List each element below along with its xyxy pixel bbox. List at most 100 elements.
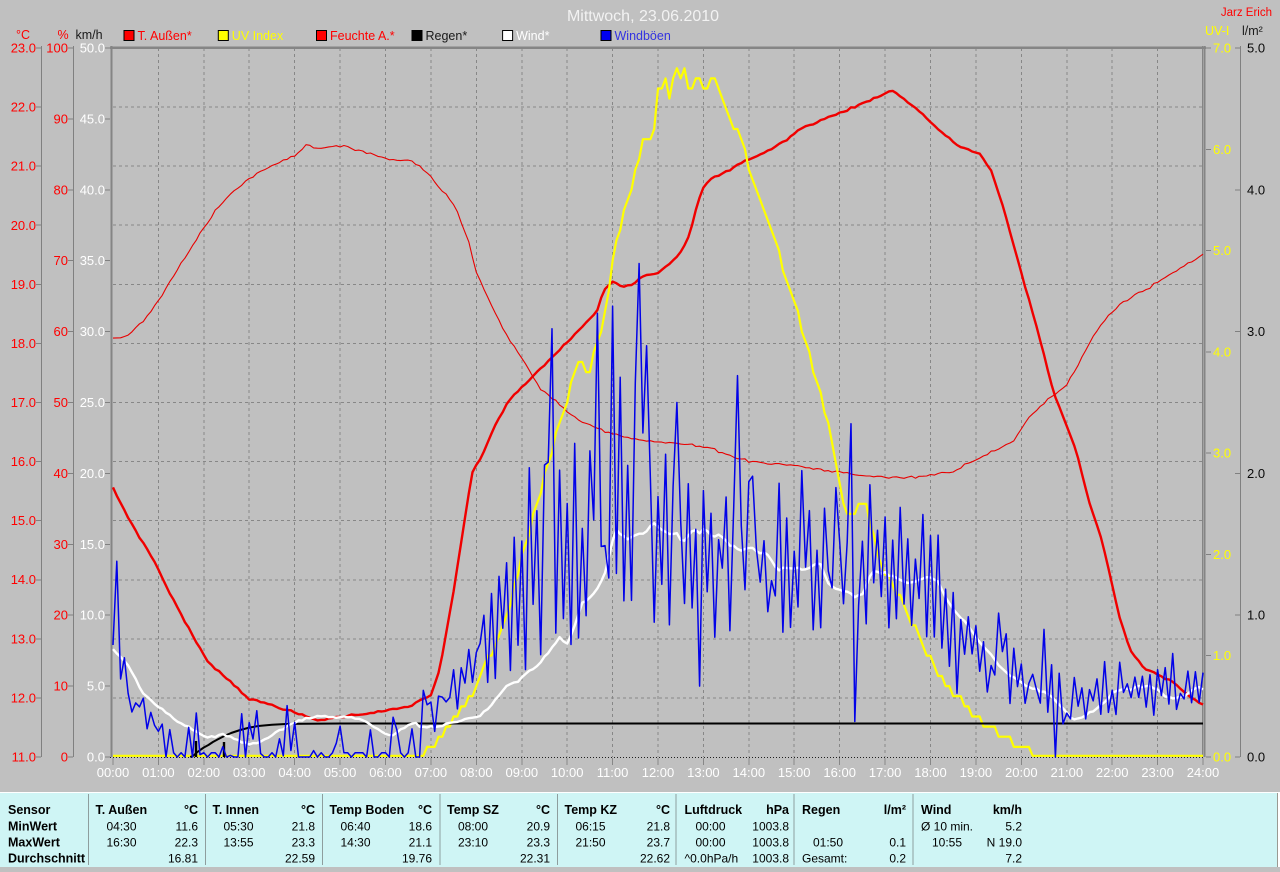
svg-text:23:10: 23:10 — [458, 836, 488, 850]
svg-text:23.7: 23.7 — [647, 836, 671, 850]
svg-text:19.0: 19.0 — [11, 277, 36, 292]
svg-text:10.0: 10.0 — [80, 608, 105, 623]
svg-text:16.0: 16.0 — [11, 454, 36, 469]
svg-text:17:00: 17:00 — [869, 765, 902, 780]
svg-text:00:00: 00:00 — [696, 836, 726, 850]
svg-text:km/h: km/h — [75, 28, 102, 42]
svg-text:04:00: 04:00 — [278, 765, 311, 780]
svg-text:5.0: 5.0 — [1213, 243, 1231, 258]
svg-text:10:55: 10:55 — [932, 836, 962, 850]
svg-text:l/m²: l/m² — [884, 803, 906, 817]
svg-text:03:00: 03:00 — [233, 765, 266, 780]
svg-text:19.76: 19.76 — [402, 852, 432, 866]
svg-text:22:00: 22:00 — [1096, 765, 1129, 780]
svg-text:1003.8: 1003.8 — [752, 820, 789, 834]
svg-text:Temp KZ: Temp KZ — [565, 803, 618, 817]
svg-text:0: 0 — [61, 750, 68, 765]
svg-text:06:40: 06:40 — [341, 820, 371, 834]
svg-text:15.0: 15.0 — [80, 537, 105, 552]
svg-text:30.0: 30.0 — [80, 324, 105, 339]
svg-text:15:00: 15:00 — [778, 765, 811, 780]
svg-text:Feuchte A.*: Feuchte A.* — [330, 29, 395, 43]
svg-text:16.81: 16.81 — [168, 852, 198, 866]
svg-text:6.0: 6.0 — [1213, 142, 1231, 157]
svg-text:2.0: 2.0 — [1247, 466, 1265, 481]
svg-text:10: 10 — [54, 679, 68, 694]
svg-text:01:00: 01:00 — [142, 765, 175, 780]
svg-text:°C: °C — [184, 803, 198, 817]
svg-text:7.2: 7.2 — [1005, 852, 1022, 866]
svg-text:l/m²: l/m² — [1242, 24, 1263, 38]
svg-text:1003.8: 1003.8 — [752, 836, 789, 850]
svg-text:35.0: 35.0 — [80, 253, 105, 268]
svg-text:13:55: 13:55 — [224, 836, 254, 850]
svg-text:Wind: Wind — [921, 803, 951, 817]
svg-text:21.0: 21.0 — [11, 159, 36, 174]
svg-text:5.0: 5.0 — [1247, 41, 1265, 56]
svg-text:06:15: 06:15 — [576, 820, 606, 834]
svg-text:N 19.0: N 19.0 — [987, 836, 1023, 850]
svg-text:Windböen: Windböen — [615, 29, 671, 43]
svg-text:22.0: 22.0 — [11, 100, 36, 115]
svg-text:0.2: 0.2 — [889, 852, 906, 866]
svg-text:20.0: 20.0 — [80, 466, 105, 481]
svg-text:00:00: 00:00 — [696, 820, 726, 834]
svg-text:Temp Boden: Temp Boden — [330, 803, 405, 817]
svg-text:UV Index: UV Index — [232, 29, 284, 43]
svg-text:0.0: 0.0 — [1213, 750, 1231, 765]
svg-text:05:00: 05:00 — [324, 765, 357, 780]
svg-text:12:00: 12:00 — [642, 765, 675, 780]
svg-text:01:50: 01:50 — [813, 836, 843, 850]
svg-text:MaxWert: MaxWert — [8, 836, 61, 850]
svg-text:5.2: 5.2 — [1005, 820, 1022, 834]
svg-text:45.0: 45.0 — [80, 111, 105, 126]
svg-text:°C: °C — [16, 28, 30, 42]
svg-text:3.0: 3.0 — [1247, 324, 1265, 339]
svg-text:MinWert: MinWert — [8, 820, 58, 834]
svg-text:Sensor: Sensor — [8, 803, 51, 817]
svg-text:40: 40 — [54, 466, 68, 481]
svg-text:50.0: 50.0 — [80, 41, 105, 56]
svg-text:21:00: 21:00 — [1051, 765, 1084, 780]
svg-text:Durchschnitt: Durchschnitt — [8, 852, 86, 866]
svg-text:09:00: 09:00 — [506, 765, 539, 780]
svg-text:16:30: 16:30 — [107, 836, 137, 850]
svg-text:15.0: 15.0 — [11, 513, 36, 528]
svg-text:18:00: 18:00 — [914, 765, 947, 780]
svg-text:14:30: 14:30 — [341, 836, 371, 850]
svg-text:1.0: 1.0 — [1213, 648, 1231, 663]
svg-text:16:00: 16:00 — [823, 765, 856, 780]
svg-text:21.1: 21.1 — [409, 836, 433, 850]
svg-text:25.0: 25.0 — [80, 395, 105, 410]
svg-text:Luftdruck: Luftdruck — [685, 803, 743, 817]
svg-text:0.0: 0.0 — [1247, 750, 1265, 765]
svg-text:^0.0hPa/h: ^0.0hPa/h — [685, 852, 739, 866]
svg-text:22.31: 22.31 — [520, 852, 550, 866]
svg-text:Mittwoch, 23.06.2010: Mittwoch, 23.06.2010 — [567, 8, 719, 25]
svg-text:23.3: 23.3 — [527, 836, 551, 850]
svg-text:08:00: 08:00 — [460, 765, 493, 780]
svg-text:Regen: Regen — [802, 803, 840, 817]
svg-text:T. Außen: T. Außen — [96, 803, 148, 817]
svg-text:%: % — [57, 28, 68, 42]
svg-text:0.1: 0.1 — [889, 836, 906, 850]
svg-text:Temp SZ: Temp SZ — [447, 803, 499, 817]
svg-text:14:00: 14:00 — [733, 765, 766, 780]
svg-text:°C: °C — [656, 803, 670, 817]
svg-text:23:00: 23:00 — [1141, 765, 1174, 780]
svg-text:18.6: 18.6 — [409, 820, 433, 834]
svg-text:02:00: 02:00 — [188, 765, 221, 780]
svg-text:Ø 10 min.: Ø 10 min. — [921, 820, 973, 834]
svg-text:11.6: 11.6 — [176, 820, 199, 834]
svg-text:13:00: 13:00 — [687, 765, 720, 780]
svg-text:100: 100 — [46, 41, 68, 56]
svg-text:06:00: 06:00 — [369, 765, 402, 780]
svg-text:hPa: hPa — [766, 803, 790, 817]
svg-text:Wind*: Wind* — [516, 29, 549, 43]
svg-text:21:50: 21:50 — [576, 836, 606, 850]
svg-text:2.0: 2.0 — [1213, 547, 1231, 562]
svg-text:Gesamt:: Gesamt: — [802, 852, 847, 866]
svg-text:80: 80 — [54, 182, 68, 197]
svg-text:04:30: 04:30 — [107, 820, 137, 834]
svg-text:UV-I: UV-I — [1205, 24, 1229, 38]
